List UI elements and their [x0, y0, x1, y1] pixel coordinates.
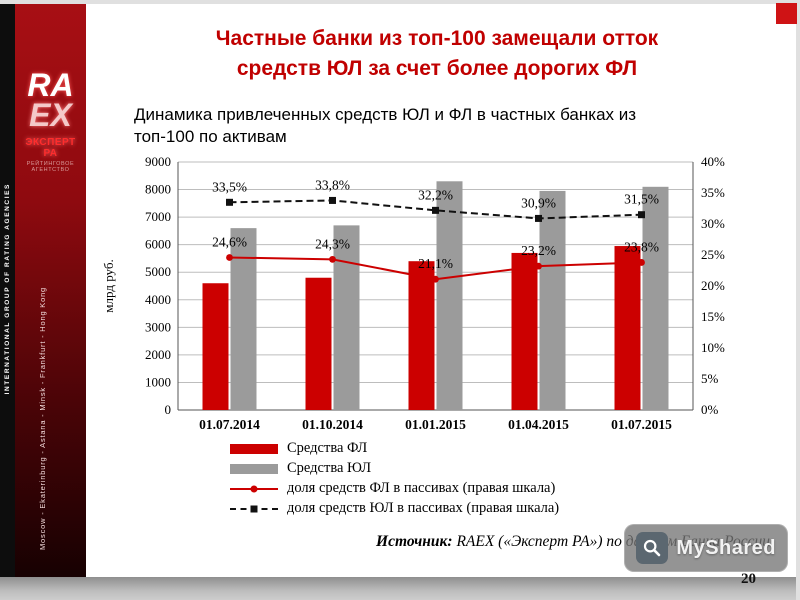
svg-text:5000: 5000 [145, 264, 171, 279]
svg-text:8000: 8000 [145, 182, 171, 197]
page-number: 20 [741, 571, 756, 587]
svg-text:25%: 25% [701, 247, 725, 262]
svg-text:30%: 30% [701, 216, 725, 231]
cities-text: Moscow - Ekaterinburg - Astana - Minsk -… [38, 286, 47, 550]
bottom-gray-band [0, 577, 800, 600]
chart-subtitle: Динамика привлеченных средств ЮЛ и ФЛ в … [134, 104, 734, 148]
svg-text:6000: 6000 [145, 237, 171, 252]
legend-bar-swatch [230, 443, 278, 455]
legend-bar-swatch [230, 463, 278, 475]
legend-item: доля средств ФЛ в пассивах (правая шкала… [230, 480, 595, 497]
svg-text:01.07.2014: 01.07.2014 [199, 417, 260, 432]
svg-text:23,8%: 23,8% [624, 239, 659, 254]
svg-text:33,5%: 33,5% [212, 179, 247, 194]
legend-item: Средства ФЛ [230, 440, 595, 457]
svg-text:20%: 20% [701, 278, 725, 293]
watermark-text: MyShared [676, 536, 776, 559]
chart-subtitle-line2: топ-100 по активам [134, 127, 287, 147]
chart-legend: Средства ФЛ Средства ЮЛ доля средств ФЛ в … [90, 440, 735, 517]
svg-text:23,2%: 23,2% [521, 243, 556, 258]
legend-line-swatch [230, 483, 278, 495]
svg-text:15%: 15% [701, 309, 725, 324]
svg-text:0%: 0% [701, 402, 719, 417]
magnifier-icon [636, 532, 669, 564]
legend-item: доля средств ЮЛ в пассивах (правая шкала… [230, 500, 595, 517]
svg-text:5%: 5% [701, 371, 719, 386]
svg-text:35%: 35% [701, 185, 725, 200]
raex-logo: RA EX ЭКСПЕРТ РА РЕЙТИНГОВОЕ АГЕНТСТВО [17, 67, 84, 173]
svg-text:7000: 7000 [145, 209, 171, 224]
legend-label: Средства ФЛ [287, 440, 368, 456]
chart-area: 0 1000 2000 3000 4000 5000 6000 7000 8000 9000 0% 5… [100, 148, 745, 449]
logo-ex-text: EX [29, 97, 72, 134]
svg-text:10%: 10% [701, 340, 725, 355]
svg-text:01.10.2014: 01.10.2014 [302, 417, 363, 432]
legend-label: доля средств ЮЛ в пассивах (правая шкала… [287, 500, 560, 516]
svg-text:24,6%: 24,6% [212, 234, 247, 249]
myshared-watermark[interactable]: MyShared [624, 524, 788, 572]
svg-text:2000: 2000 [145, 347, 171, 362]
svg-text:9000: 9000 [145, 154, 171, 169]
corner-accent-square [776, 3, 797, 24]
svg-text:млрд руб.: млрд руб. [101, 259, 116, 312]
legend-label: Средства ЮЛ [287, 460, 372, 476]
slide-title-line2: средств ЮЛ за счет более дорогих ФЛ [236, 57, 638, 81]
svg-text:30,9%: 30,9% [521, 195, 556, 210]
logo-expert-ra-text: ЭКСПЕРТ РА [25, 136, 76, 159]
legend-line-swatch [230, 503, 278, 515]
sidebar-black-edge: INTERNATIONAL GROUP OF RATING AGENCIES [0, 0, 15, 577]
svg-text:1000: 1000 [145, 374, 171, 389]
svg-text:24,3%: 24,3% [315, 236, 350, 251]
legend-label: доля средств ФЛ в пассивах (правая шкала… [287, 480, 556, 496]
chart-subtitle-line1: Динамика привлеченных средств ЮЛ и ФЛ в … [134, 105, 637, 124]
svg-text:01.01.2015: 01.01.2015 [405, 417, 466, 432]
source-label: Источник: [376, 533, 453, 550]
slide-title: Частные банки из топ-100 замещали отток … [100, 24, 774, 85]
svg-text:01.04.2015: 01.04.2015 [508, 417, 569, 432]
svg-text:40%: 40% [701, 154, 725, 169]
svg-text:33,8%: 33,8% [315, 177, 350, 192]
svg-text:01.07.2015: 01.07.2015 [611, 417, 672, 432]
logo-rating-agency-text: РЕЙТИНГОВОЕ АГЕНТСТВО [26, 160, 75, 173]
svg-text:32,2%: 32,2% [418, 187, 453, 202]
international-group-text: INTERNATIONAL GROUP OF RATING AGENCIES [4, 182, 11, 395]
svg-text:3000: 3000 [145, 319, 171, 334]
svg-text:21,1%: 21,1% [418, 256, 453, 271]
slide-title-line1: Частные банки из топ-100 замещали отток [215, 27, 659, 50]
legend-item: Средства ЮЛ [230, 460, 595, 477]
svg-text:0: 0 [165, 402, 172, 417]
brand-sidebar: INTERNATIONAL GROUP OF RATING AGENCIES R… [0, 0, 86, 577]
svg-text:31,5%: 31,5% [624, 192, 659, 207]
combo-bar-line-chart: 0 1000 2000 3000 4000 5000 6000 7000 8000 9000 0% 5… [101, 154, 725, 432]
svg-text:4000: 4000 [145, 292, 171, 307]
logo-ra-text: RA [27, 67, 74, 103]
